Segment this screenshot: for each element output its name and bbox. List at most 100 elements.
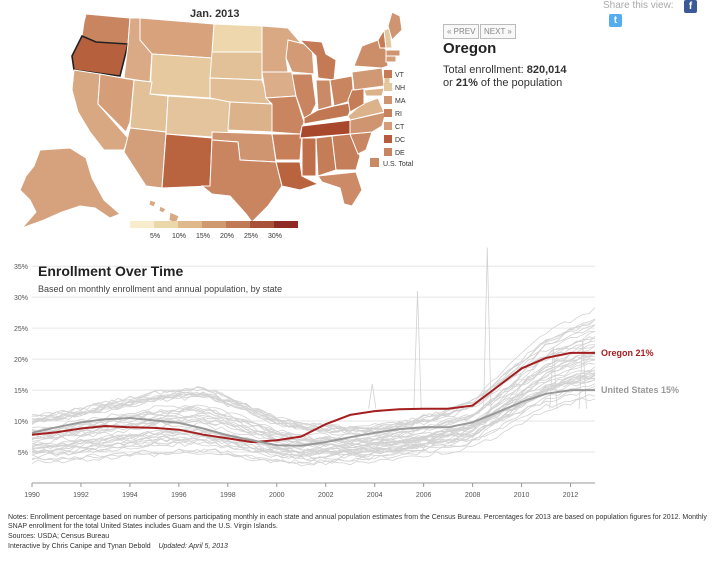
- small-state-swatch[interactable]: [384, 109, 392, 117]
- chart-series: [31, 351, 595, 447]
- y-tick-label: 20%: [14, 357, 28, 364]
- x-tick-label: 1992: [73, 492, 89, 499]
- state-hawaii[interactable]: [148, 199, 180, 225]
- credit-text: Interactive by Chris Canipe and Tynan De…: [8, 543, 151, 550]
- share-label: Share this view:: [603, 0, 674, 11]
- prev-button[interactable]: « PREV: [443, 24, 480, 39]
- state-oregon[interactable]: [71, 34, 130, 77]
- credit-line: Interactive by Chris Canipe and Tynan De…: [8, 542, 708, 551]
- x-tick-label: 1996: [171, 492, 187, 499]
- small-state-swatch[interactable]: [384, 70, 392, 78]
- state-colorado[interactable]: [165, 95, 231, 139]
- legend-swatch: [274, 221, 298, 228]
- state-michigan[interactable]: [298, 39, 337, 81]
- x-tick-label: 2002: [318, 492, 334, 499]
- next-button[interactable]: NEXT »: [480, 24, 516, 39]
- updated-text: Updated: April 5, 2013: [158, 543, 228, 550]
- state-north-dakota[interactable]: [211, 23, 263, 53]
- state-line: [31, 394, 596, 459]
- enrollment-line-chart: 5%10%15%20%25%30%35% 1990 1992 1994 1996 199…: [14, 247, 679, 499]
- state-florida[interactable]: [317, 171, 363, 207]
- legend-swatch: [226, 221, 250, 228]
- state-arizona[interactable]: [123, 127, 167, 189]
- us-choropleth-map: VT NH MA RI CT DC DE U.S. Total 5% 10% 15% 20% 25% 3…: [19, 11, 414, 240]
- legend-tick-label: 15%: [196, 233, 210, 240]
- state-georgia[interactable]: [331, 133, 361, 171]
- state-louisiana[interactable]: [275, 161, 320, 191]
- x-tick-label: 1994: [122, 492, 138, 499]
- small-state-label: RI: [395, 111, 402, 118]
- y-tick-label: 30%: [14, 295, 28, 302]
- us-series-line[interactable]: [31, 389, 595, 447]
- twitter-icon[interactable]: t: [609, 14, 622, 27]
- total-enrollment-value: 820,014: [526, 64, 567, 76]
- x-tick-label: 2012: [563, 492, 579, 499]
- state-line-spike: [483, 247, 492, 409]
- state-mississippi[interactable]: [301, 137, 317, 177]
- state-south-dakota[interactable]: [209, 51, 263, 81]
- state-iowa[interactable]: [261, 71, 297, 99]
- state-line: [32, 319, 596, 430]
- legend-swatch: [250, 221, 274, 228]
- state-nebraska[interactable]: [209, 77, 271, 105]
- small-state-label: CT: [395, 124, 405, 131]
- x-tick-label: 2008: [465, 492, 481, 499]
- small-state-swatch[interactable]: [384, 83, 392, 91]
- y-tick-label: 15%: [14, 388, 28, 395]
- state-line-spike: [368, 383, 377, 409]
- state-line: [31, 373, 596, 456]
- y-tick-label: 35%: [14, 264, 28, 271]
- small-state-swatch[interactable]: [384, 96, 392, 104]
- legend-tick-label: 5%: [150, 233, 160, 240]
- state-pennsylvania[interactable]: [351, 67, 385, 91]
- small-state-label: DC: [395, 137, 405, 144]
- notes-text: Notes: Enrollment percentage based on nu…: [8, 514, 707, 530]
- state-new-mexico[interactable]: [161, 133, 213, 189]
- state-indiana[interactable]: [315, 79, 333, 111]
- legend-swatch: [202, 221, 226, 228]
- small-state-swatch[interactable]: [384, 135, 392, 143]
- state-maine[interactable]: [387, 11, 403, 41]
- population-share-value: 21%: [455, 77, 478, 89]
- state-arkansas[interactable]: [271, 133, 303, 161]
- y-tick-label: 5%: [18, 450, 28, 457]
- state-line: [31, 398, 596, 467]
- state-line-spike: [413, 290, 422, 409]
- state-alaska[interactable]: [19, 147, 121, 229]
- total-enrollment-label: Total enrollment:: [443, 64, 527, 76]
- oregon-series-label: Oregon 21%: [601, 348, 654, 358]
- state-line-spike: [549, 346, 558, 409]
- state-line-spike: [578, 340, 587, 409]
- small-state-swatch[interactable]: [384, 122, 392, 130]
- legend-tick-label: 25%: [244, 233, 258, 240]
- state-kansas[interactable]: [227, 101, 273, 133]
- series-labels: Oregon 21% United States 15%: [601, 348, 679, 395]
- state-line: [31, 359, 596, 450]
- chart-subtitle: Based on monthly enrollment and annual p…: [38, 284, 283, 294]
- facebook-icon[interactable]: f: [684, 0, 697, 13]
- x-tick-label: 2000: [269, 492, 285, 499]
- map-title: Jan. 2013: [190, 8, 240, 20]
- small-state-swatch[interactable]: [384, 148, 392, 156]
- state-massachusetts[interactable]: [385, 49, 401, 57]
- us-total-swatch[interactable]: [370, 158, 379, 167]
- legend-tick-label: 30%: [268, 233, 282, 240]
- state-maryland[interactable]: [363, 87, 385, 97]
- us-series-label: United States 15%: [601, 385, 679, 395]
- legend-tick-label: 20%: [220, 233, 234, 240]
- population-share-line: or 21% of the population: [443, 77, 562, 89]
- sources-text: Sources: USDA; Census Bureau: [8, 533, 110, 540]
- population-share-prefix: or: [443, 77, 456, 89]
- state-connecticut[interactable]: [385, 55, 397, 63]
- state-montana[interactable]: [139, 17, 215, 59]
- oregon-series-line[interactable]: [31, 351, 595, 444]
- x-tick-label: 2004: [367, 492, 383, 499]
- selected-state-name: Oregon: [443, 40, 497, 57]
- y-tick-label: 10%: [14, 419, 28, 426]
- small-state-label: VT: [395, 72, 405, 79]
- state-line: [31, 336, 596, 442]
- small-state-label: MA: [395, 98, 406, 105]
- state-wyoming[interactable]: [149, 53, 213, 99]
- map-color-legend: 5% 10% 15% 20% 25% 30%: [130, 221, 298, 240]
- x-tick-label: 2010: [514, 492, 530, 499]
